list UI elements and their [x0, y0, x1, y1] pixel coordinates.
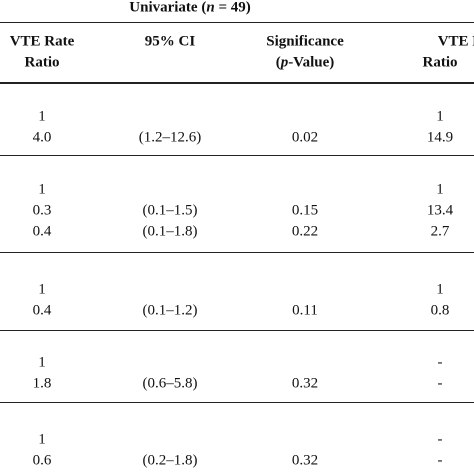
- title-text: Univariate (: [129, 0, 207, 16]
- table-cell: 1: [38, 108, 46, 125]
- header-text: -Value): [288, 54, 335, 71]
- rule: [0, 155, 474, 156]
- table-title: Univariate (n = 49): [129, 0, 250, 17]
- table-cell: 1: [38, 354, 46, 371]
- table-cell: 0.4: [32, 302, 52, 319]
- table-cell: 2.7: [430, 223, 450, 240]
- rule: [0, 402, 474, 403]
- rule: [0, 252, 474, 253]
- table-cell: 0.32: [291, 452, 319, 469]
- table-cell: 0.22: [291, 223, 319, 240]
- rule: [0, 22, 474, 23]
- table-cell: (0.2–1.8): [142, 452, 198, 469]
- table-cell: 1.8: [32, 375, 52, 392]
- table-cell: 0.02: [291, 129, 319, 146]
- table-cell: 1: [38, 281, 46, 298]
- column-header: (p-Value): [276, 55, 335, 72]
- table-cell: 13.4: [426, 202, 454, 219]
- table-cell: (0.6–5.8): [142, 375, 198, 392]
- table-cell: 1: [436, 108, 444, 125]
- table-cell: -: [437, 452, 443, 469]
- rule: [0, 82, 474, 84]
- table-cell: 1: [436, 281, 444, 298]
- table-cell: -: [437, 375, 443, 392]
- table-cell: 0.6: [32, 452, 52, 469]
- table-cell: 0.8: [430, 302, 450, 319]
- table-cell: 1: [436, 181, 444, 198]
- table-cell: 0.4: [32, 223, 52, 240]
- table-cell: 0.15: [291, 202, 319, 219]
- column-header: Ratio: [422, 54, 458, 71]
- table-cell: (0.1–1.5): [142, 202, 198, 219]
- title-text: = 49): [214, 0, 251, 16]
- table-cell: 0.3: [32, 202, 52, 219]
- table-cell: -: [437, 354, 443, 371]
- table-cell: 4.0: [32, 129, 52, 146]
- column-header: 95% CI: [144, 33, 196, 50]
- table-cell: (1.2–12.6): [138, 129, 202, 146]
- column-header: VTE Rate: [9, 33, 75, 50]
- table-cell: 1: [38, 431, 46, 448]
- column-header: Significance: [266, 33, 344, 50]
- table-cell: 1: [38, 181, 46, 198]
- table-cell: 0.11: [292, 302, 318, 319]
- header-text: (: [275, 54, 281, 71]
- column-header: VTE Rate: [437, 33, 474, 50]
- header-var: p: [280, 54, 289, 71]
- table-cell: -: [437, 431, 443, 448]
- column-header: Ratio: [24, 54, 60, 71]
- table-cell: 14.9: [426, 129, 454, 146]
- table-cell: (0.1–1.2): [142, 302, 198, 319]
- table-cell: 0.32: [291, 375, 319, 392]
- table-cell: (0.1–1.8): [142, 223, 198, 240]
- title-var: n: [206, 0, 215, 16]
- rule: [0, 330, 474, 331]
